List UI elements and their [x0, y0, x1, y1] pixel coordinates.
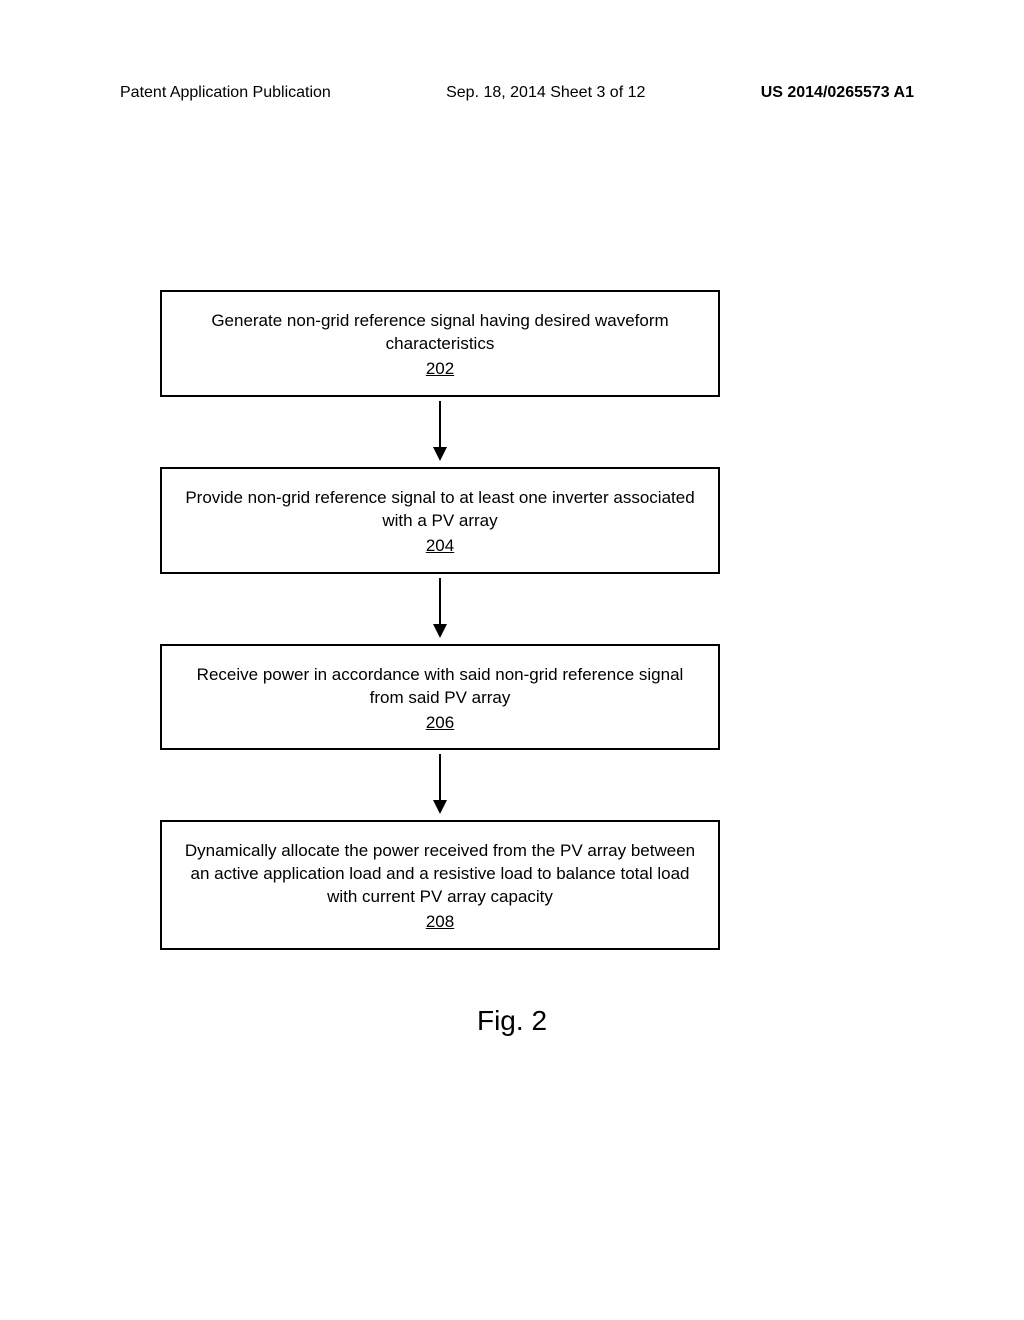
flow-box-ref: 202: [426, 358, 454, 381]
flow-box-208: Dynamically allocate the power received …: [160, 820, 720, 950]
flow-box-204: Provide non-grid reference signal to at …: [160, 467, 720, 574]
header-right: US 2014/0265573 A1: [761, 84, 914, 102]
arrow-down-icon: [430, 578, 450, 640]
flow-box-ref: 206: [426, 712, 454, 735]
arrow-down-icon: [430, 401, 450, 463]
flow-arrow: [150, 397, 730, 467]
flow-arrow: [150, 574, 730, 644]
arrow-down-icon: [430, 754, 450, 816]
header: Patent Application Publication Sep. 18, …: [0, 84, 1024, 102]
flow-box-ref: 208: [426, 911, 454, 934]
flow-box-text: Provide non-grid reference signal to at …: [182, 487, 698, 533]
flow-box-text: Receive power in accordance with said no…: [182, 664, 698, 710]
page: Patent Application Publication Sep. 18, …: [0, 0, 1024, 1320]
flow-box-206: Receive power in accordance with said no…: [160, 644, 720, 751]
header-left: Patent Application Publication: [120, 84, 331, 102]
flow-arrow: [150, 750, 730, 820]
flow-box-text: Dynamically allocate the power received …: [182, 840, 698, 909]
flow-box-ref: 204: [426, 535, 454, 558]
flow-box-text: Generate non-grid reference signal havin…: [182, 310, 698, 356]
flow-box-202: Generate non-grid reference signal havin…: [160, 290, 720, 397]
figure-caption: Fig. 2: [0, 1005, 1024, 1037]
header-center: Sep. 18, 2014 Sheet 3 of 12: [446, 84, 645, 102]
flowchart: Generate non-grid reference signal havin…: [150, 290, 730, 950]
